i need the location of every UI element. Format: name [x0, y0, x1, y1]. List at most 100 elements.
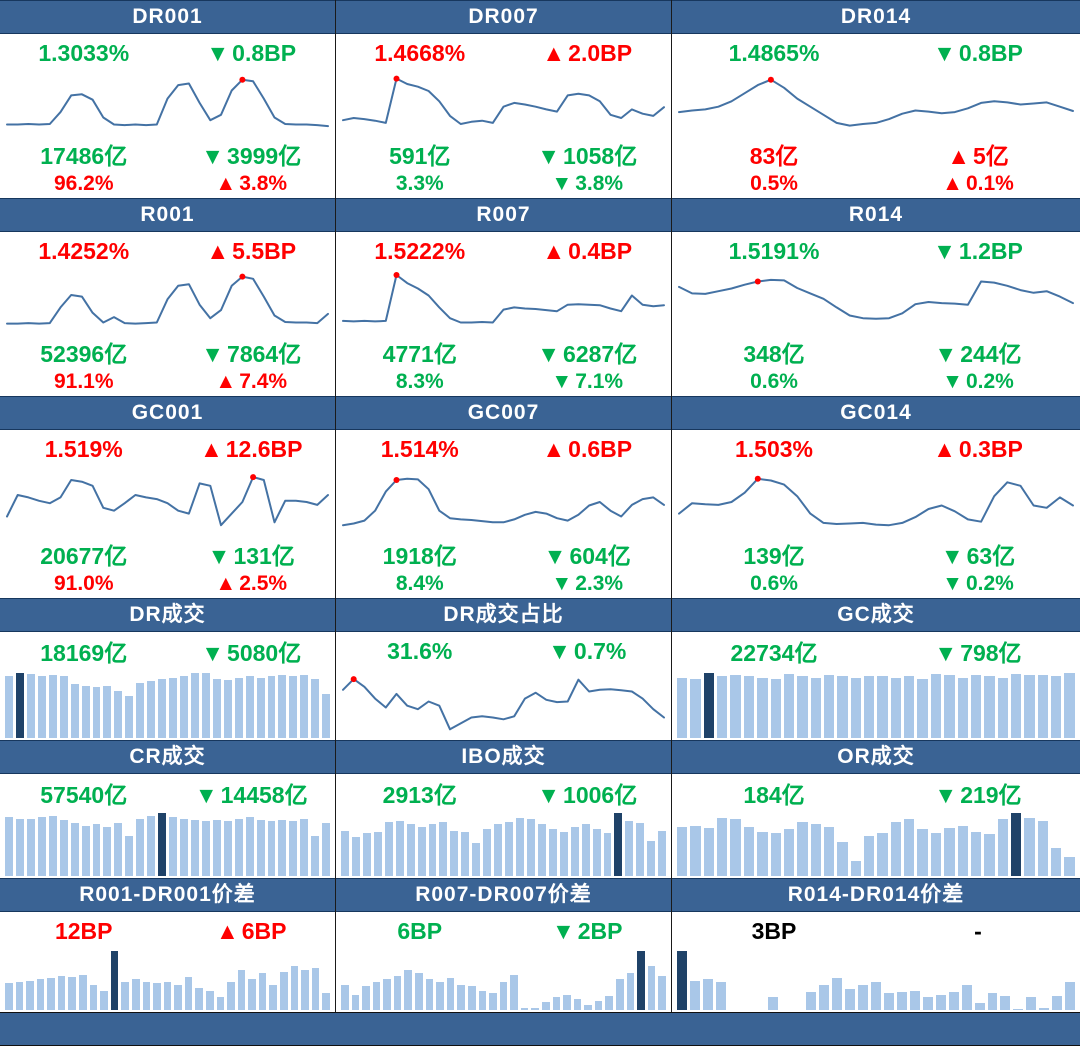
kpi-change: ▼ 2BP: [504, 918, 672, 945]
bar: [904, 676, 915, 738]
or-volume-chart: [677, 813, 1075, 876]
kpi-change: ▲ 7.4%: [168, 370, 336, 394]
bar: [658, 830, 667, 876]
bar: [278, 675, 287, 738]
bar: [1013, 1008, 1024, 1010]
bar: [770, 679, 781, 738]
down-triangle-icon: ▼: [942, 572, 963, 595]
cell-ibo-volume: IBO成交 2913亿 ▼ 1006亿: [336, 740, 672, 878]
bar: [70, 684, 79, 738]
up-triangle-icon: ▲: [215, 172, 237, 195]
dr-share-kpi-row-0: 31.6% ▼ 0.7%: [336, 632, 671, 670]
bar: [153, 982, 161, 1010]
or-volume-kpi-row-0: 184亿 ▼ 219亿: [672, 774, 1080, 812]
gc007-kpi-row-1: 1918亿 ▼ 604亿: [336, 537, 671, 570]
bar: [850, 860, 862, 876]
kpi-change-text: 12.6BP: [225, 435, 303, 462]
up-triangle-icon: ▲: [215, 370, 237, 393]
kpi-change-text: 604亿: [569, 542, 631, 569]
bar: [948, 992, 959, 1010]
cell-spread-r001-dr001: R001-DR001价差 12BP ▲ 6BP: [0, 878, 336, 1012]
kpi-change-text: 0.7%: [573, 637, 627, 664]
bar: [457, 985, 465, 1010]
bar: [223, 821, 232, 876]
kpi-change: ▼ 131亿: [168, 537, 336, 571]
bar: [169, 677, 177, 738]
bar: [114, 691, 123, 738]
cell-r001: R001 1.4252% ▲ 5.5BP 52396亿 ▼ 7864亿 91.1% ▲ 7.4%: [0, 198, 336, 396]
bar: [245, 817, 254, 876]
bar: [957, 825, 968, 876]
marker-dot: [393, 75, 400, 82]
kpi-change-text: 0.3BP: [958, 435, 1023, 462]
bar: [1051, 676, 1062, 738]
down-triangle-icon: ▼: [942, 370, 963, 393]
down-triangle-icon: ▼: [537, 142, 561, 169]
bar: [256, 819, 265, 876]
marker-dot: [250, 474, 257, 481]
kpi-change: ▼ 0.2%: [876, 572, 1080, 596]
up-triangle-icon: ▲: [933, 435, 956, 462]
bar: [626, 973, 635, 1010]
kpi-value: 1.5191%: [728, 237, 820, 264]
kpi-change: ▼ 7.1%: [504, 370, 672, 394]
dr014-kpi-row-0: 1.4865% ▼ 0.8BP: [672, 34, 1080, 72]
bar: [730, 675, 741, 738]
kpi-change-text: 0.2%: [965, 370, 1014, 393]
bar: [819, 985, 830, 1010]
bar: [439, 822, 448, 876]
bar: [909, 991, 920, 1010]
down-triangle-icon: ▼: [201, 640, 225, 666]
up-triangle-icon: ▲: [215, 572, 237, 595]
gc014-title: GC014: [672, 396, 1080, 430]
bar: [677, 826, 688, 876]
bar: [890, 821, 902, 876]
kpi-change-text: 0.8BP: [232, 39, 297, 66]
cell-or-volume: OR成交 184亿 ▼ 219亿: [672, 740, 1080, 878]
bar: [690, 825, 701, 876]
kpi-value: 1.4252%: [38, 237, 130, 264]
bar: [5, 983, 13, 1010]
bar: [372, 981, 381, 1010]
bar: [1010, 673, 1022, 738]
gc014-kpi-row-2: 0.6% ▼ 0.2%: [672, 570, 1080, 598]
bar: [1037, 820, 1049, 876]
cell-dr-volume: DR成交 18169亿 ▼ 5080亿: [0, 598, 336, 740]
kpi-change-text: 3.8%: [239, 172, 288, 195]
bar: [559, 831, 568, 876]
bar: [68, 976, 77, 1010]
dr014-sparkline: [678, 76, 1074, 127]
kpi-value: 31.6%: [387, 637, 453, 664]
bar: [961, 985, 972, 1010]
bar: [136, 683, 145, 738]
kpi-change: ▼ 1.2BP: [876, 238, 1080, 265]
bar: [158, 679, 167, 738]
gc-volume-title: GC成交: [672, 598, 1080, 632]
kpi-change: ▲ 0.1%: [876, 172, 1080, 196]
bar: [201, 673, 210, 738]
up-triangle-icon: ▲: [206, 237, 230, 264]
kpi-value: 139亿: [743, 542, 805, 569]
spread-r001-dr001-chart: [5, 951, 330, 1010]
kpi-change-text: -: [974, 917, 982, 944]
down-triangle-icon: ▼: [206, 39, 230, 66]
kpi-value: 1.503%: [734, 435, 813, 462]
bar: [935, 994, 946, 1010]
bar: [499, 981, 508, 1010]
r007-kpi-row-1: 4771亿 ▼ 6287亿: [336, 335, 671, 368]
kpi-value: 1.519%: [44, 435, 123, 462]
dr001-chart: [5, 73, 330, 135]
bar: [362, 833, 371, 876]
bar: [436, 981, 444, 1010]
bar: [37, 675, 46, 738]
r014-title: R014: [672, 198, 1080, 232]
bar: [702, 979, 713, 1010]
kpi-change-text: 2.3%: [575, 572, 624, 595]
spread-r007-dr007-kpi-row-0: 6BP ▼ 2BP: [336, 912, 671, 950]
kpi-value: 0.6%: [750, 370, 798, 393]
bar: [81, 685, 90, 738]
bar: [201, 821, 210, 876]
r014-kpi-row-1: 348亿 ▼ 244亿: [672, 335, 1080, 368]
bar: [970, 831, 982, 876]
bar: [957, 677, 968, 738]
